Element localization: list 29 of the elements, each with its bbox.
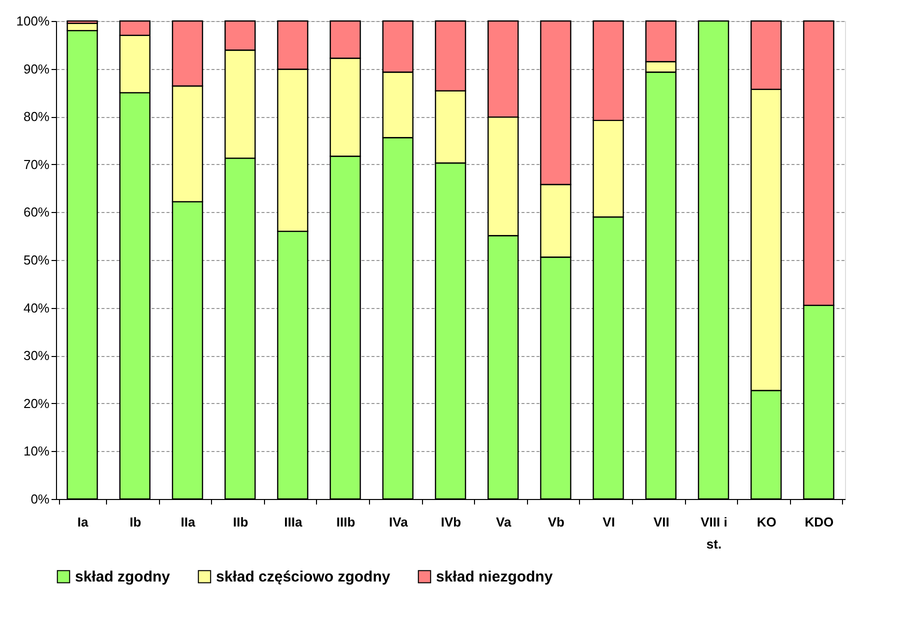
x-tick-label: Ia bbox=[77, 514, 89, 530]
x-tick-label: VII bbox=[653, 514, 670, 530]
y-tick-label: 60% bbox=[23, 204, 50, 220]
y-tick-label: 0% bbox=[30, 492, 50, 506]
x-tick-label: IIa bbox=[180, 514, 196, 530]
x-tick-label: IIb bbox=[233, 514, 248, 530]
y-tick-label: 20% bbox=[23, 396, 50, 411]
x-tick-label: VI bbox=[602, 514, 615, 530]
legend-label: skład niezgodny bbox=[436, 568, 554, 586]
y-tick-label: 80% bbox=[23, 109, 50, 124]
x-tick-label: KDO bbox=[804, 514, 834, 530]
y-tick-label: 40% bbox=[23, 300, 50, 316]
x-tick-label: IIIb bbox=[336, 514, 356, 530]
y-tick-label: 50% bbox=[23, 252, 50, 268]
x-tick-label: Ib bbox=[130, 514, 142, 530]
y-tick-label: 70% bbox=[23, 156, 50, 172]
y-tick-label: 30% bbox=[23, 348, 50, 364]
y-tick-label: 100% bbox=[16, 14, 50, 28]
legend-label: skład częściowo zgodny bbox=[216, 568, 391, 586]
x-tick-label: IVa bbox=[389, 514, 409, 530]
y-tick-label: 10% bbox=[23, 444, 50, 459]
x-tick-label: IIIa bbox=[284, 514, 303, 530]
x-tick-label: Vb bbox=[548, 514, 565, 530]
y-tick-label: 90% bbox=[23, 61, 50, 76]
x-tick-label: IVb bbox=[440, 514, 462, 530]
x-tick-label: KO bbox=[756, 514, 776, 530]
legend-label: skład zgodny bbox=[75, 568, 171, 586]
x-tick-label: Va bbox=[496, 514, 512, 530]
x-tick-label: VIII i st. bbox=[700, 514, 728, 552]
